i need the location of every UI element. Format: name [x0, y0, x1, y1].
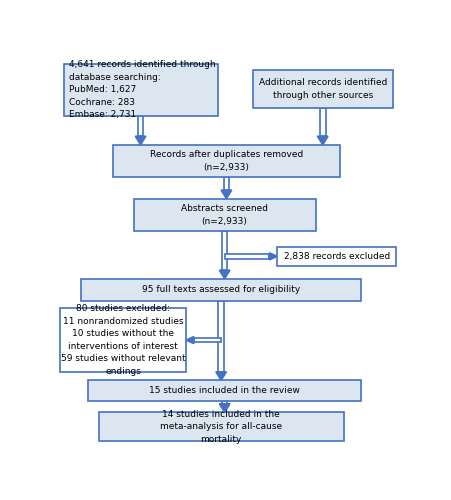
- Text: 2,838 records excluded: 2,838 records excluded: [283, 252, 389, 261]
- Text: Additional records identified
through other sources: Additional records identified through ot…: [258, 78, 386, 100]
- FancyBboxPatch shape: [133, 198, 315, 232]
- Polygon shape: [216, 372, 226, 380]
- Bar: [193, 338, 221, 342]
- FancyBboxPatch shape: [98, 412, 343, 441]
- FancyBboxPatch shape: [112, 144, 340, 178]
- FancyBboxPatch shape: [60, 308, 186, 372]
- Polygon shape: [219, 270, 230, 278]
- Text: 4,641 records identified through
database searching:
PubMed: 1,627
Cochrane: 283: 4,641 records identified through databas…: [69, 60, 215, 120]
- FancyBboxPatch shape: [81, 278, 360, 300]
- Text: 95 full texts assessed for eligibility: 95 full texts assessed for eligibility: [142, 285, 299, 294]
- Bar: [218, 300, 223, 372]
- Polygon shape: [186, 336, 193, 344]
- Bar: [319, 108, 325, 136]
- Bar: [223, 178, 229, 190]
- Text: 80 studies excluded:
11 nonrandomized studies
10 studies without the
interventio: 80 studies excluded: 11 nonrandomized st…: [60, 304, 185, 376]
- Polygon shape: [135, 136, 146, 144]
- Bar: [224, 254, 269, 258]
- Bar: [221, 232, 227, 270]
- FancyBboxPatch shape: [252, 70, 392, 108]
- FancyBboxPatch shape: [63, 64, 217, 116]
- Polygon shape: [219, 404, 230, 412]
- Polygon shape: [269, 253, 276, 260]
- FancyBboxPatch shape: [88, 380, 360, 400]
- Polygon shape: [317, 136, 327, 144]
- Text: Records after duplicates removed
(n=2,933): Records after duplicates removed (n=2,93…: [149, 150, 302, 172]
- Polygon shape: [221, 190, 231, 198]
- Bar: [138, 116, 143, 136]
- FancyBboxPatch shape: [276, 246, 396, 266]
- Text: Abstracts screened
(n=2,933): Abstracts screened (n=2,933): [181, 204, 267, 226]
- Text: 15 studies included in the review: 15 studies included in the review: [149, 386, 299, 395]
- Text: 14 studies included in the
meta-analysis for all-cause
mortality: 14 studies included in the meta-analysis…: [160, 410, 281, 444]
- Bar: [221, 400, 227, 404]
